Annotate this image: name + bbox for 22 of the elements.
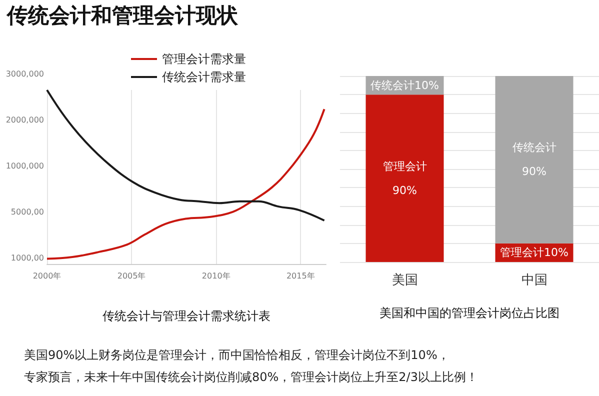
chart-title: 传统会计和管理会计现状 (6, 4, 239, 28)
x-tick-label: 2010年 (202, 272, 230, 280)
x-axis-title: 美国和中国的管理会计岗位占比图 (380, 306, 560, 320)
x-tick-label: 2000年 (32, 272, 62, 280)
text: 3000,000 (6, 70, 44, 78)
text: 美国90%以上财务岗位是管理会计，而中国恰恰相反，管理会计岗位不到10%， (24, 347, 450, 364)
text: 专家预言，未来十年中国传统会计岗位削减80%，管理会计岗位上升至2/3以上比例！ (24, 369, 478, 386)
legend-label: 传统会计需求量 (162, 70, 246, 84)
x-axis-title: 传统会计与管理会计需求统计表 (102, 309, 270, 323)
data-label: 管理会计 90% (382, 160, 427, 197)
data-label: 管理会计10% (500, 246, 568, 260)
x-tick-label: 2005年 (117, 272, 146, 280)
data-label: 传统会计10% (370, 78, 439, 92)
text: 1000,00 (10, 254, 44, 262)
text: 2000,000 (6, 116, 44, 124)
legend-label: 管理会计需求量 (162, 52, 246, 66)
x-tick-label: 2015年 (286, 272, 315, 280)
x-tick-label: 中国 (521, 273, 548, 288)
text: 1000,000 (6, 162, 44, 170)
data-label: 传统会计 90% (512, 141, 556, 178)
x-tick-label: 美国 (392, 272, 418, 288)
text: 5000,00 (10, 208, 44, 216)
